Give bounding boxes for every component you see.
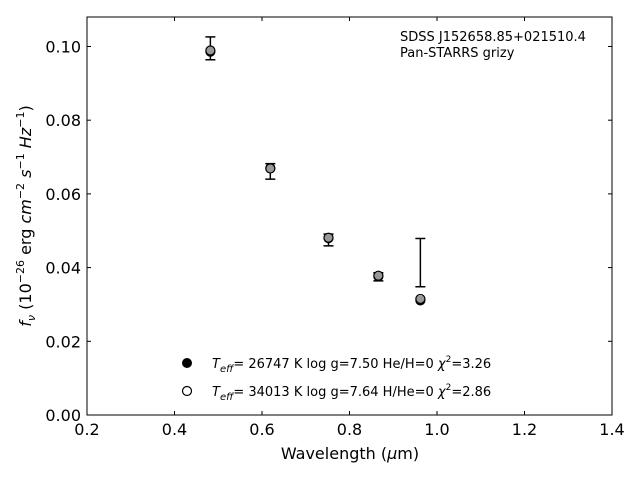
x-axis-title: Wavelength (μm) [281, 444, 419, 463]
legend-label-open: Teff= 34013 K log g=7.64 H/He=0 χ2=2.86 [212, 383, 491, 403]
y-tick-label: 0.06 [45, 185, 81, 204]
model-point-open [415, 293, 426, 305]
data-points [205, 45, 426, 306]
x-tick-label: 1.2 [512, 420, 537, 439]
legend-label-filled: Teff= 26747 K log g=7.50 He/H=0 χ2=3.26 [212, 355, 491, 375]
model-point-open [265, 163, 276, 174]
annotation-survey: Pan-STARRS grizy [400, 46, 515, 61]
y-tick-label: 0.00 [45, 406, 81, 425]
y-tick-label: 0.08 [45, 111, 81, 130]
x-axis-ticks: 0.2 0.4 0.6 0.8 1.0 1.2 1.4 [74, 17, 625, 439]
x-tick-label: 0.2 [74, 420, 99, 439]
legend-marker-open [181, 385, 193, 397]
x-tick-label: 1.4 [599, 420, 624, 439]
x-tick-label: 0.6 [249, 420, 274, 439]
y-tick-label: 0.04 [45, 259, 81, 278]
x-tick-label: 0.8 [337, 420, 362, 439]
model-point-open [205, 45, 216, 56]
legend-marker-filled [182, 358, 192, 368]
y-axis-ticks: 0.00 0.02 0.04 0.06 0.08 0.10 [45, 37, 612, 425]
model-point-open [373, 270, 384, 281]
annotation-object-name: SDSS J152658.85+021510.4 [400, 30, 586, 45]
y-tick-label: 0.10 [45, 37, 81, 56]
model-point-open [323, 232, 334, 243]
y-axis-title: fν (10−26 erg cm−2 s−1 Hz−1) [14, 105, 38, 326]
x-tick-label: 1.0 [424, 420, 449, 439]
plot-area [86, 16, 613, 416]
legend: Teff= 26747 K log g=7.50 He/H=0 χ2=3.26 … [181, 355, 491, 403]
y-tick-label: 0.02 [45, 332, 81, 351]
x-tick-label: 0.4 [162, 420, 187, 439]
